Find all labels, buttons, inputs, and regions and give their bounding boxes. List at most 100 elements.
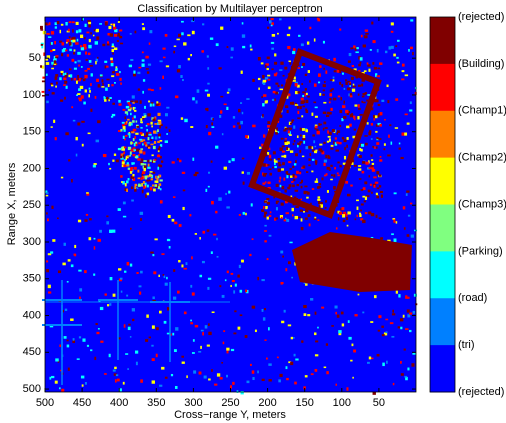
speckle — [207, 287, 209, 290]
speckle — [293, 80, 296, 82]
speckle — [104, 99, 106, 102]
speckle — [212, 118, 214, 121]
speckle — [233, 125, 236, 127]
speckle — [267, 75, 270, 77]
speckle — [331, 88, 333, 90]
speckle — [55, 22, 57, 25]
speckle — [119, 30, 122, 32]
speckle — [148, 101, 150, 103]
speckle — [48, 285, 51, 288]
speckle — [79, 288, 82, 291]
speckle — [148, 164, 150, 167]
speckle — [90, 349, 92, 351]
speckle — [108, 163, 110, 165]
speckle — [52, 239, 55, 242]
speckle — [342, 214, 345, 217]
speckle — [46, 269, 49, 272]
speckle — [242, 46, 245, 48]
speckle — [295, 190, 298, 192]
speckle — [397, 40, 400, 42]
speckle — [333, 174, 335, 177]
speckle — [400, 327, 402, 330]
speckle — [293, 125, 295, 128]
speckle — [269, 173, 271, 176]
speckle — [263, 317, 265, 320]
speckle — [74, 61, 76, 63]
speckle — [405, 328, 408, 330]
speckle — [346, 217, 348, 220]
speckle — [375, 131, 377, 133]
speckle — [220, 110, 222, 113]
speckle — [145, 56, 148, 59]
speckle — [190, 322, 193, 324]
speckle — [104, 61, 107, 63]
speckle — [307, 314, 310, 316]
speckle — [118, 268, 121, 270]
speckle — [166, 133, 168, 135]
speckle — [330, 79, 333, 81]
speckle — [367, 122, 369, 124]
speckle — [107, 304, 109, 306]
speckle — [166, 107, 169, 109]
speckle — [306, 171, 308, 173]
speckle — [113, 24, 115, 27]
speckle — [64, 75, 67, 78]
speckle — [207, 67, 209, 69]
speckle — [393, 54, 396, 57]
speckle — [66, 340, 68, 342]
speckle — [299, 141, 302, 143]
speckle — [208, 186, 210, 188]
speckle — [86, 32, 89, 34]
speckle — [128, 109, 131, 111]
speckle — [61, 177, 63, 179]
speckle — [342, 137, 344, 139]
speckle — [398, 294, 400, 297]
speckle — [118, 21, 120, 23]
speckle — [374, 185, 376, 188]
speckle — [263, 80, 266, 83]
y-tick-label: 500 — [23, 383, 41, 395]
speckle — [160, 179, 163, 181]
speckle — [135, 133, 138, 135]
speckle — [228, 160, 230, 163]
speckle — [172, 161, 175, 163]
speckle — [370, 165, 373, 167]
speckle — [365, 197, 367, 200]
speckle — [265, 208, 267, 210]
speckle — [51, 68, 54, 70]
speckle — [109, 303, 111, 306]
speckle — [247, 381, 250, 384]
chart-title: Classification by Multilayer perceptron — [137, 3, 322, 15]
speckle — [135, 31, 137, 34]
speckle — [156, 327, 159, 330]
speckle — [207, 55, 209, 57]
speckle — [83, 102, 86, 105]
speckle — [308, 164, 310, 166]
speckle — [300, 182, 302, 184]
chart: Classification by Multilayer perceptron … — [0, 0, 506, 423]
speckle — [312, 134, 315, 136]
speckle — [74, 68, 77, 70]
speckle — [89, 88, 91, 90]
speckle — [272, 167, 274, 169]
y-tick-label: 200 — [23, 162, 41, 174]
speckle — [361, 189, 364, 191]
speckle — [358, 93, 360, 95]
speckle — [110, 277, 113, 280]
speckle — [302, 95, 304, 97]
speckle — [215, 146, 218, 149]
speckle — [330, 148, 333, 150]
speckle — [281, 217, 283, 219]
speckle — [152, 358, 155, 361]
speckle — [297, 135, 299, 138]
speckle — [305, 129, 308, 132]
speckle — [127, 119, 130, 121]
speckle — [213, 234, 216, 236]
speckle — [91, 73, 93, 76]
speckle — [311, 113, 313, 116]
speckle — [279, 180, 281, 182]
speckle — [130, 264, 132, 267]
speckle — [159, 146, 161, 149]
speckle — [146, 129, 148, 131]
speckle — [84, 47, 87, 50]
